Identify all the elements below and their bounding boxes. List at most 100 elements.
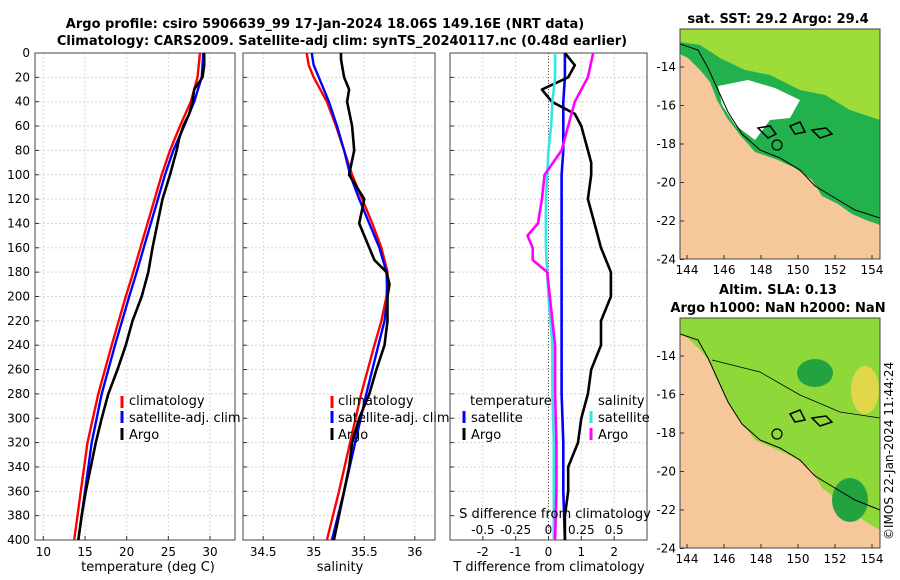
legend-climatology: climatology xyxy=(338,394,414,409)
lat-tick-label: -22 xyxy=(656,503,676,517)
legend-t-argo: Argo xyxy=(471,428,501,443)
y-tick-label: 20 xyxy=(15,70,30,84)
sst-map-axes: 144 146 148 150 152 154 -14 -16 -18 -20 -22 -24 xyxy=(656,60,883,277)
sla-low-patch xyxy=(832,478,868,522)
difference-legend: temperature satellite Argo salinity sate… xyxy=(462,394,650,443)
x-tick-label: 35 xyxy=(306,545,321,559)
y-tick-label: 40 xyxy=(15,95,30,109)
lon-tick-label: 150 xyxy=(787,263,810,277)
lon-tick-label: 146 xyxy=(713,552,736,566)
sla-low-patch xyxy=(797,359,833,387)
y-tick-label: 400 xyxy=(7,533,30,547)
lon-tick-label: 148 xyxy=(750,263,773,277)
lat-tick-label: -20 xyxy=(656,176,676,190)
plot-frame xyxy=(242,52,436,541)
series-line-argo xyxy=(77,53,206,541)
x-tick-label: -1 xyxy=(510,545,522,559)
plot-frame xyxy=(34,52,236,541)
figure-title-line2: Climatology: CARS2009. Satellite-adj cli… xyxy=(57,34,627,49)
legend-t-satellite: satellite xyxy=(471,411,523,426)
reef-outline xyxy=(810,415,834,427)
sst-map xyxy=(679,28,881,260)
isobath xyxy=(711,359,880,419)
lat-tick-label: -24 xyxy=(656,542,676,556)
sla-high-patch xyxy=(851,366,879,414)
x-tick-label: 34.5 xyxy=(250,545,277,559)
legend-argo: Argo xyxy=(129,428,159,443)
y-tick-label: 120 xyxy=(7,192,30,206)
salinity-xlabel: salinity xyxy=(317,560,364,575)
lon-tick-label: 148 xyxy=(750,552,773,566)
sla-map xyxy=(679,317,881,549)
y-tick-label: 200 xyxy=(7,290,30,304)
y-tick-label: 300 xyxy=(7,411,30,425)
legend-satellite: satellite-adj. clim xyxy=(129,411,241,426)
lon-tick-label: 152 xyxy=(824,263,847,277)
lat-tick-label: -20 xyxy=(656,465,676,479)
lon-tick-label: 144 xyxy=(676,263,699,277)
argo-position-marker xyxy=(771,428,783,440)
y-tick-label: 320 xyxy=(7,436,30,450)
reef-outline xyxy=(788,409,807,423)
series-line-satellite-adj-clim xyxy=(310,52,389,541)
difference-panel: -2 -1 0 1 2 -0.5 -0.25 0 0.25 0.5 xyxy=(449,52,648,559)
lat-tick-label: -18 xyxy=(656,137,676,151)
s-diff-xlabel: S difference from climatology xyxy=(459,507,651,522)
y-tick-label: 380 xyxy=(7,509,30,523)
sst-map-title: sat. SST: 29.2 Argo: 29.4 xyxy=(687,12,868,27)
x-tick-label: 30 xyxy=(202,545,217,559)
temperature-xlabel: temperature (deg C) xyxy=(81,560,215,575)
y-tick-label: 160 xyxy=(7,241,30,255)
sla-map-title-line2: Argo h1000: NaN h2000: NaN xyxy=(670,301,885,316)
y-tick-label: 240 xyxy=(7,338,30,352)
temperature-legend: climatology satellite-adj. clim Argo xyxy=(120,394,241,443)
x-tick-label: 35.5 xyxy=(351,545,378,559)
t-diff-xlabel: T difference from climatology xyxy=(452,560,645,575)
coastline xyxy=(680,333,880,511)
reef-outline xyxy=(788,121,807,135)
s-tick-label: 0.5 xyxy=(605,523,624,537)
reef-outline xyxy=(756,125,778,139)
x-tick-label: 36 xyxy=(407,545,422,559)
legend-climatology: climatology xyxy=(129,394,205,409)
argo-position-marker xyxy=(771,139,783,151)
lat-tick-label: -22 xyxy=(656,214,676,228)
s-tick-label: -0.5 xyxy=(471,523,494,537)
cloud-gap xyxy=(718,80,800,140)
y-tick-label: 60 xyxy=(15,119,30,133)
x-tick-label: -2 xyxy=(477,545,489,559)
y-tick-label: 80 xyxy=(15,143,30,157)
x-tick-label: 25 xyxy=(161,545,176,559)
ocean-sst-warm-field xyxy=(680,29,880,120)
legend-satellite: satellite-adj. clim xyxy=(338,411,450,426)
series-line-s-argo xyxy=(526,52,595,541)
imos-watermark: ©IMOS 22-Jan-2024 11:44:24 xyxy=(882,362,896,540)
y-tick-label: 220 xyxy=(7,314,30,328)
s-tick-label: -0.25 xyxy=(500,523,531,537)
lat-tick-label: -16 xyxy=(656,99,676,113)
lon-tick-label: 150 xyxy=(787,552,810,566)
legend-s-satellite: satellite xyxy=(598,411,650,426)
y-tick-label: 180 xyxy=(7,265,30,279)
x-tick-label: 0 xyxy=(545,545,553,559)
legend-temperature-title: temperature xyxy=(470,394,552,409)
lon-tick-label: 144 xyxy=(676,552,699,566)
sla-map-title-line1: Altim. SLA: 0.13 xyxy=(719,283,837,298)
coastline xyxy=(680,43,880,219)
lat-tick-label: -18 xyxy=(656,426,676,440)
y-tick-label: 340 xyxy=(7,460,30,474)
series-line-climatology xyxy=(73,52,202,541)
temperature-panel: 10 15 20 25 30020406080100120140160180200220… xyxy=(7,46,236,559)
series-line-t-argo xyxy=(540,52,613,540)
y-tick-label: 100 xyxy=(7,168,30,182)
figure-title-line1: Argo profile: csiro 5906639_99 17-Jan-20… xyxy=(66,17,584,32)
y-tick-label: 360 xyxy=(7,484,30,498)
series-line-s-satellite xyxy=(544,53,557,540)
x-tick-label: 10 xyxy=(36,545,51,559)
legend-salinity-title: salinity xyxy=(598,394,645,409)
lat-tick-label: -14 xyxy=(656,349,676,363)
lon-tick-label: 154 xyxy=(861,263,884,277)
legend-argo: Argo xyxy=(338,428,368,443)
series-line-climatology xyxy=(305,52,389,541)
